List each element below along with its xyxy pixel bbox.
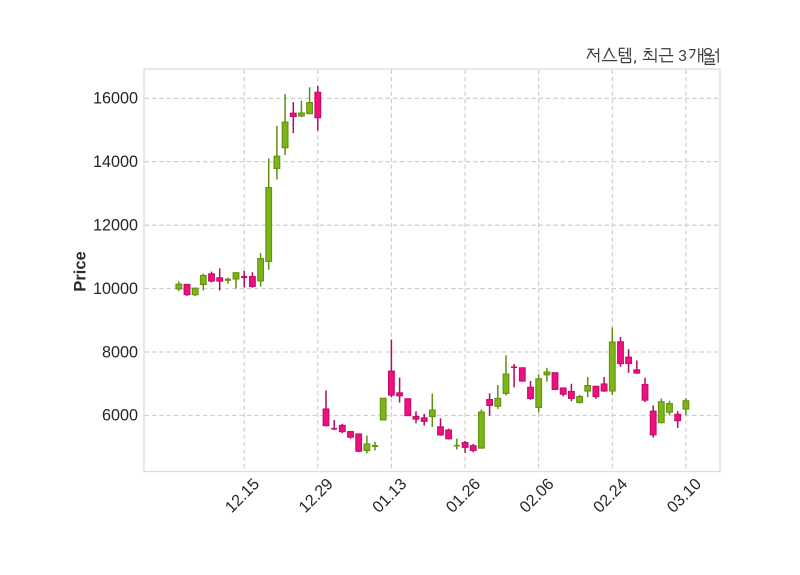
svg-text:Price: Price xyxy=(72,251,90,291)
svg-text:16000: 16000 xyxy=(93,90,138,108)
svg-text:6000: 6000 xyxy=(102,407,138,425)
svg-text:14000: 14000 xyxy=(93,153,138,171)
svg-text:12000: 12000 xyxy=(93,217,138,235)
svg-text:10000: 10000 xyxy=(93,280,138,298)
svg-text:8000: 8000 xyxy=(102,343,138,361)
svg-text:3: 3 xyxy=(678,48,687,65)
